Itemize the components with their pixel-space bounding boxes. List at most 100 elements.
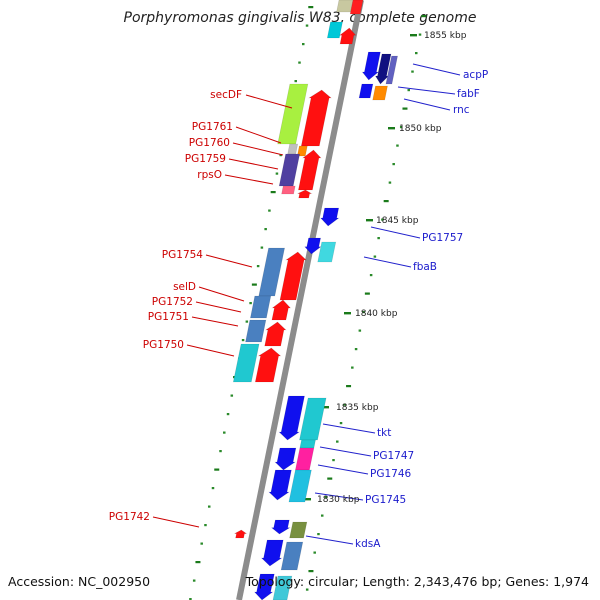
tick-mark	[275, 172, 279, 175]
gene-secdf-b[interactable]	[300, 89, 332, 147]
label-leader-line	[235, 126, 282, 144]
gene-rnc[interactable]	[358, 83, 374, 99]
gene-label-pg1761[interactable]: PG1761	[192, 121, 233, 133]
left-gene-labels: secDF PG1761 PG1760 PG1759 rpsO PG1754 s…	[109, 89, 242, 523]
gene-top-d[interactable]	[338, 27, 357, 45]
gene-pg1742[interactable]	[234, 529, 248, 539]
gene-pg1745-a[interactable]	[268, 469, 292, 501]
gene-label-pg1747[interactable]: PG1747	[373, 450, 414, 462]
tick-mark	[305, 24, 309, 27]
gene-label-pg1751[interactable]: PG1751	[148, 311, 189, 323]
label-leader-line	[370, 226, 421, 239]
tick-mark	[245, 320, 249, 323]
gene-fabf-b[interactable]	[385, 55, 398, 85]
gene-top-c[interactable]	[326, 21, 343, 39]
gene-fabf-a[interactable]	[374, 53, 392, 85]
scale-label-1830: 1830 kbp	[317, 495, 360, 505]
gene-fbab-b[interactable]	[317, 241, 337, 263]
gene-label-pg1757[interactable]: PG1757	[422, 232, 463, 244]
gene-rpso[interactable]	[281, 185, 296, 195]
gene-kdsa-d[interactable]	[280, 541, 304, 571]
scale-label-1835: 1835 kbp	[336, 403, 379, 413]
gene-label-pg1742[interactable]: PG1742	[109, 511, 150, 523]
tick-mark	[317, 533, 320, 536]
gene-pg1745-b[interactable]	[288, 469, 312, 503]
gene-label-fbab[interactable]: fbaB	[413, 261, 437, 273]
accession-text: Accession: NC_002950	[8, 574, 150, 589]
right-gene-labels: acpP fabF rnc PG1757 fbaB tkt PG1747 PG1…	[355, 69, 488, 550]
gene-top-b[interactable]	[349, 0, 364, 15]
tick-mark	[346, 385, 352, 388]
gene-pg1757[interactable]	[320, 207, 340, 227]
tick-mark	[260, 246, 264, 249]
tick-mark	[279, 154, 282, 157]
gene-tkt-b[interactable]	[299, 397, 327, 441]
gene-rpso-b[interactable]	[297, 189, 313, 199]
tick-mark	[373, 255, 377, 258]
gene-pg1746[interactable]	[295, 447, 315, 471]
gene-pg1754-b[interactable]	[279, 251, 307, 301]
gene-label-acpp[interactable]: acpP	[463, 69, 488, 81]
gene-pg1760[interactable]	[296, 145, 308, 157]
scale-label-1845: 1845 kbp	[376, 216, 419, 226]
gene-kdsa-b[interactable]	[289, 521, 308, 539]
tick-mark	[223, 431, 226, 434]
tick-mark	[256, 265, 260, 268]
major-tick-mark	[388, 127, 395, 130]
label-leader-line	[228, 158, 279, 170]
tick-mark	[369, 274, 373, 277]
tick-mark	[268, 209, 271, 212]
gene-bottom-a[interactable]	[253, 573, 275, 600]
gene-tkt-a[interactable]	[278, 395, 305, 441]
gene-kdsa-c[interactable]	[260, 539, 284, 567]
gene-acpp[interactable]	[361, 51, 381, 81]
gene-label-pg1754[interactable]: PG1754	[162, 249, 204, 261]
tick-mark	[264, 228, 267, 231]
gene-label-secdf[interactable]: secDF	[210, 89, 242, 101]
label-leader-line	[314, 492, 364, 501]
gene-fbab-a[interactable]	[304, 237, 322, 255]
gene-label-tkt[interactable]: tkt	[377, 427, 391, 439]
tick-mark	[354, 348, 358, 351]
gene-pg1751-b[interactable]	[264, 321, 287, 347]
gene-pg1754-a[interactable]	[258, 247, 285, 297]
gene-label-seld[interactable]: selD	[173, 281, 196, 293]
gene-pg1751-a[interactable]	[245, 319, 267, 343]
gene-label-fabf[interactable]: fabF	[457, 88, 480, 100]
label-leader-line	[224, 174, 274, 185]
gene-pg1747-b[interactable]	[274, 447, 297, 471]
tick-mark	[219, 450, 222, 453]
gene-label-pg1752[interactable]: PG1752	[152, 296, 193, 308]
tick-mark	[377, 237, 380, 240]
gene-pg1752[interactable]	[271, 299, 292, 321]
tick-mark	[207, 505, 211, 508]
gene-label-pg1746[interactable]: PG1746	[370, 468, 412, 480]
gene-label-kdsa[interactable]: kdsA	[355, 538, 381, 550]
tick-mark	[399, 126, 403, 129]
gene-top-a[interactable]	[336, 0, 354, 13]
tick-mark	[270, 191, 276, 194]
gene-label-rnc[interactable]: rnc	[453, 104, 470, 116]
gene-pg1761[interactable]	[287, 143, 299, 155]
tick-mark	[336, 440, 339, 443]
gene-pg1750-b[interactable]	[254, 347, 282, 383]
gene-bottom-b[interactable]	[272, 575, 293, 600]
gene-label-pg1760[interactable]: PG1760	[189, 137, 230, 149]
tick-mark	[192, 579, 196, 582]
label-leader-line	[412, 63, 461, 76]
gene-label-pg1759[interactable]: PG1759	[185, 153, 226, 165]
gene-kdsa-a[interactable]	[270, 519, 291, 535]
gene-pg1759-a[interactable]	[278, 153, 301, 187]
gene-pg1750-a[interactable]	[232, 343, 260, 383]
gene-rnc-b[interactable]	[372, 85, 388, 101]
gene-seld-a[interactable]	[250, 295, 272, 319]
gene-pg1747[interactable]	[299, 439, 316, 449]
gene-label-pg1750[interactable]: PG1750	[143, 339, 184, 351]
tick-mark	[313, 551, 316, 554]
tick-mark	[226, 413, 230, 416]
scale-label-1855: 1855 kbp	[424, 31, 467, 41]
gene-label-rpso[interactable]: rpsO	[197, 169, 222, 181]
major-tick-mark	[322, 406, 329, 409]
gene-label-pg1745[interactable]: PG1745	[365, 494, 406, 506]
